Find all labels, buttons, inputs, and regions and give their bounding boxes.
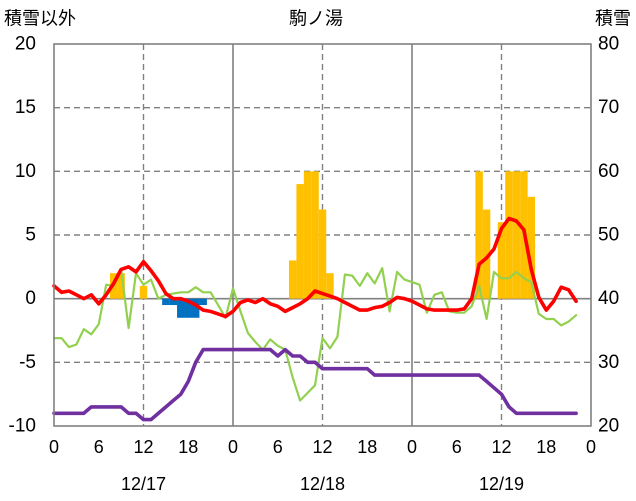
x-tick-label: 0 bbox=[407, 437, 417, 457]
x-tick-label: 12 bbox=[133, 437, 153, 457]
blue-bar bbox=[169, 298, 178, 306]
x-tick-label: 18 bbox=[178, 437, 198, 457]
y2-axis-label: 積雪 bbox=[595, 9, 631, 30]
orange-bar bbox=[497, 222, 506, 299]
chart-title: 駒ノ湯 bbox=[289, 9, 343, 30]
y-tick-label: -10 bbox=[9, 416, 36, 437]
blue-bar bbox=[162, 298, 170, 306]
blue-bar bbox=[177, 298, 185, 318]
y-axis-label: 積雪以外 bbox=[4, 9, 76, 30]
blue-bar bbox=[199, 298, 207, 306]
y2-tick-label: 20 bbox=[598, 416, 619, 437]
blue-bar bbox=[191, 298, 200, 318]
date-label: 12/17 bbox=[121, 474, 166, 494]
x-tick-label: 12 bbox=[491, 437, 511, 457]
y2-tick-label: 30 bbox=[598, 352, 619, 373]
orange-bar bbox=[311, 171, 319, 299]
orange-bar bbox=[288, 260, 297, 299]
y2-tick-label: 40 bbox=[598, 288, 619, 309]
plot-border bbox=[53, 43, 592, 427]
blue-bar bbox=[184, 298, 192, 318]
x-tick-label: 6 bbox=[452, 437, 462, 457]
orange-bar bbox=[326, 273, 334, 299]
date-label: 12/18 bbox=[300, 474, 345, 494]
y2-tick-label: 60 bbox=[598, 161, 619, 182]
orange-bar bbox=[139, 285, 148, 299]
orange-bar bbox=[512, 171, 521, 299]
orange-bar bbox=[303, 171, 312, 299]
orange-bar bbox=[296, 184, 304, 299]
y-tick-label: 15 bbox=[15, 97, 36, 118]
orange-bar bbox=[318, 209, 327, 299]
y-tick-label: 20 bbox=[15, 34, 36, 55]
x-tick-label: 12 bbox=[312, 437, 332, 457]
y2-tick-label: 50 bbox=[598, 225, 619, 246]
y2-tick-label: 70 bbox=[598, 97, 619, 118]
y-tick-label: 5 bbox=[25, 225, 36, 246]
date-label: 12/19 bbox=[479, 474, 524, 494]
orange-bar bbox=[482, 209, 491, 299]
orange-bar bbox=[117, 273, 125, 299]
orange-bar bbox=[475, 171, 483, 299]
orange-bar bbox=[527, 196, 536, 299]
orange-bar bbox=[505, 171, 513, 299]
x-tick-label: 0 bbox=[586, 437, 596, 457]
x-tick-label: 18 bbox=[536, 437, 556, 457]
purple-line bbox=[52, 347, 578, 422]
y-tick-label: 0 bbox=[25, 288, 36, 309]
green-line bbox=[52, 267, 578, 402]
x-tick-label: 0 bbox=[49, 437, 59, 457]
plot-marks bbox=[52, 43, 592, 427]
red-line bbox=[52, 216, 578, 319]
x-tick-label: 0 bbox=[228, 437, 238, 457]
orange-bar-group bbox=[109, 171, 536, 299]
x-tick-label: 6 bbox=[94, 437, 104, 457]
x-tick-label: 18 bbox=[357, 437, 377, 457]
y-tick-label: -5 bbox=[19, 352, 36, 373]
y-tick-label: 10 bbox=[15, 161, 36, 182]
y2-tick-label: 80 bbox=[598, 34, 619, 55]
x-tick-label: 6 bbox=[273, 437, 283, 457]
blue-bar-group bbox=[162, 298, 207, 318]
